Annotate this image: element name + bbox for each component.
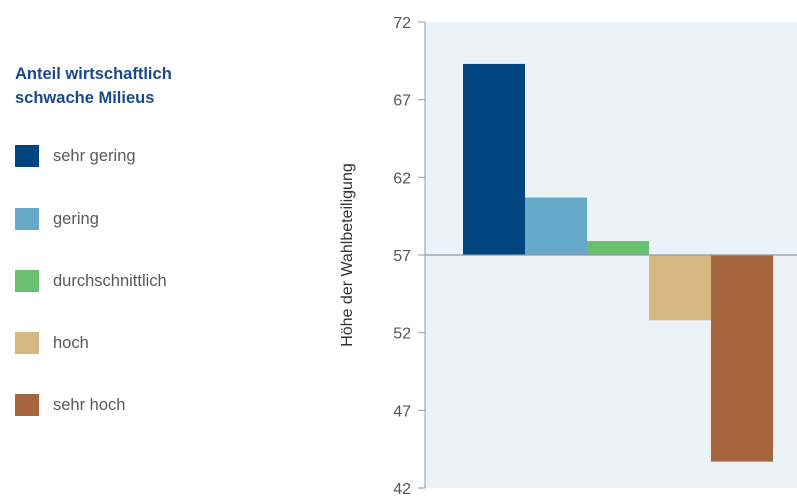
legend-swatch [15,208,39,230]
y-ticks-group: 42 47 52 57 62 67 72 [393,15,425,498]
legend-label: sehr gering [53,146,136,165]
legend-title: Anteil wirtschaftlich schwache Milieus [15,62,275,110]
y-tick-label: 42 [393,481,411,498]
legend-label: sehr hoch [53,395,126,414]
legend-swatch [15,145,39,167]
bar-sehr-gering [463,63,525,255]
bar-gering [525,197,587,255]
legend-label: hoch [53,333,89,352]
y-tick-label: 52 [393,326,411,343]
legend-title-line2: schwache Milieus [15,89,155,107]
legend-swatch [15,394,39,416]
legend-item-durchschnittlich: durchschnittlich [15,269,167,293]
y-tick-label: 72 [393,15,411,32]
legend-swatch [15,270,39,292]
y-tick-label: 67 [393,93,411,110]
y-axis-label: Höhe der Wahlbeteiligung [339,163,356,347]
y-tick-label: 47 [393,403,411,420]
legend-item-hoch: hoch [15,331,89,355]
bars-group [463,63,773,462]
y-tick-label: 57 [393,248,411,265]
y-tick-label: 62 [393,170,411,187]
legend-item-sehr-gering: sehr gering [15,144,136,168]
bar-hoch [649,255,711,321]
legend: Anteil wirtschaftlich schwache Milieus s… [15,62,275,416]
legend-swatch [15,332,39,354]
legend-title-line1: Anteil wirtschaftlich [15,65,172,83]
legend-label: gering [53,209,99,228]
bar-durchschnittlich [587,241,649,255]
legend-label: durchschnittlich [53,271,167,290]
legend-item-sehr-hoch: sehr hoch [15,393,125,417]
legend-item-gering: gering [15,207,99,231]
bar-sehr-hoch [711,255,773,462]
